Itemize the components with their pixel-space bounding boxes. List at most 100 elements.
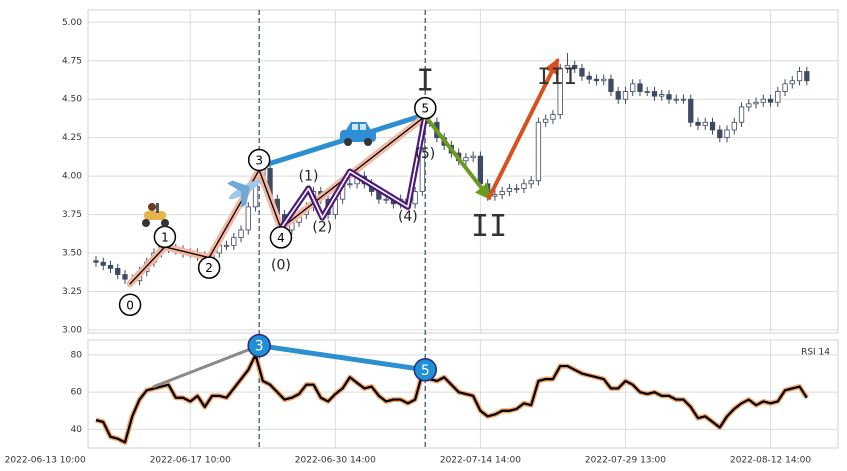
- candle-body: [543, 118, 549, 123]
- rsi-tick-label: 80: [71, 350, 83, 360]
- sub-wave-label: (4): [398, 209, 418, 225]
- y-tick-label: 4.00: [62, 172, 82, 182]
- wave-label-circle: [269, 226, 293, 249]
- candle-body: [775, 91, 781, 103]
- wave-ii-arrow: [423, 114, 492, 201]
- candle-body: [796, 71, 803, 82]
- rsi-mark-label: 5: [421, 363, 430, 379]
- wave-label-circle: [247, 148, 271, 172]
- candle-body: [245, 206, 251, 231]
- candle-body: [804, 71, 810, 82]
- candle-body: [680, 98, 687, 101]
- rsi-mark: [413, 358, 438, 382]
- candle-body: [238, 229, 244, 239]
- rsi-trend: [152, 344, 261, 389]
- candle-body: [572, 64, 578, 69]
- main-wave: [129, 115, 426, 285]
- wave-iii-arrow: [487, 57, 560, 200]
- y-tick-label: 5.00: [62, 18, 82, 28]
- candle-body: [564, 64, 571, 69]
- candle-body: [615, 91, 621, 100]
- candle-body: [528, 180, 534, 185]
- candle-body: [115, 267, 121, 275]
- y-tick-label: 4.25: [62, 133, 82, 143]
- candle-body: [412, 191, 418, 205]
- candle-body: [644, 91, 650, 93]
- y-tick-label: 3.25: [62, 287, 82, 297]
- candle-body: [463, 157, 469, 162]
- plane-icon: [227, 180, 261, 208]
- rsi-tick-label: 40: [71, 425, 83, 435]
- candle-body: [746, 103, 752, 108]
- x-tick-label: 2022-06-13 10:00: [5, 456, 86, 466]
- sub-wave-label: (0): [271, 257, 291, 273]
- car-icon: [340, 122, 376, 146]
- candle-body: [231, 237, 237, 246]
- wave-label: 4: [277, 231, 285, 245]
- candle-body: [506, 188, 513, 192]
- candle-body: [107, 264, 114, 269]
- wave-label-circle: [197, 256, 221, 279]
- candle-body: [93, 260, 99, 263]
- y-tick-label: 4.50: [62, 95, 82, 105]
- y-tick-label: 3.50: [62, 249, 82, 259]
- candle-body: [550, 114, 556, 120]
- wave-label: 2: [205, 261, 213, 275]
- candle-body: [630, 83, 636, 92]
- sub-wave-inner: [280, 115, 427, 230]
- candle-body: [601, 78, 607, 82]
- rsi-legend: RSI 14: [801, 348, 830, 358]
- candle-body: [499, 191, 505, 195]
- wave-label: 5: [421, 102, 429, 116]
- degree-label: III: [537, 65, 577, 90]
- wave-label: 1: [161, 230, 169, 244]
- candle-body: [688, 98, 694, 123]
- candle-body: [709, 121, 716, 131]
- candle-body: [223, 244, 230, 247]
- rsi-mark-label: 3: [255, 339, 264, 355]
- rsi: 35: [95, 333, 809, 445]
- degree-label: II: [471, 209, 507, 244]
- candle-body: [535, 121, 542, 182]
- candle-body: [557, 68, 563, 115]
- candle-body: [731, 121, 737, 131]
- candle-body: [753, 101, 759, 105]
- candle-body: [477, 155, 484, 185]
- candle-body: [586, 75, 592, 80]
- rsi-line: [95, 353, 808, 444]
- candle-body: [122, 274, 128, 280]
- candle-body: [767, 98, 774, 103]
- candle-body: [470, 155, 476, 159]
- y-tick-label: 3.75: [62, 210, 82, 220]
- candle-body: [593, 78, 600, 82]
- sub-wave-label: (5): [415, 146, 435, 162]
- x-tick-label: 2022-06-17 10:00: [150, 456, 231, 466]
- candle-body: [695, 121, 701, 126]
- rsi-mark: [247, 333, 271, 358]
- scooter-icon: [142, 203, 169, 227]
- rsi-tick-label: 60: [71, 388, 83, 398]
- candle-body: [514, 188, 520, 190]
- wave-label-circle: [118, 293, 142, 317]
- candle-body: [347, 183, 353, 186]
- sub-wave-label: (2): [312, 220, 332, 236]
- candle-body: [651, 91, 658, 97]
- candle-body: [100, 261, 106, 266]
- candle-body: [622, 91, 629, 100]
- wave-label-circle: [414, 96, 437, 120]
- x-tick-label: 2022-08-12 14:00: [730, 456, 811, 466]
- candle-body: [717, 129, 723, 139]
- wave-label: 0: [126, 298, 134, 312]
- x-tick-label: 2022-07-29 13:00: [585, 456, 666, 466]
- candle-body: [637, 83, 643, 92]
- sub-wave-label: (1): [299, 168, 319, 184]
- price-panel: [87, 9, 839, 334]
- y-tick-label: 3.00: [62, 325, 82, 335]
- rsi-link: [256, 343, 428, 373]
- candle-body: [724, 129, 730, 139]
- candle-body: [608, 78, 614, 92]
- x-tick-label: 2022-07-14 14:00: [440, 456, 521, 466]
- candle-body: [738, 106, 745, 123]
- icons: [142, 122, 376, 227]
